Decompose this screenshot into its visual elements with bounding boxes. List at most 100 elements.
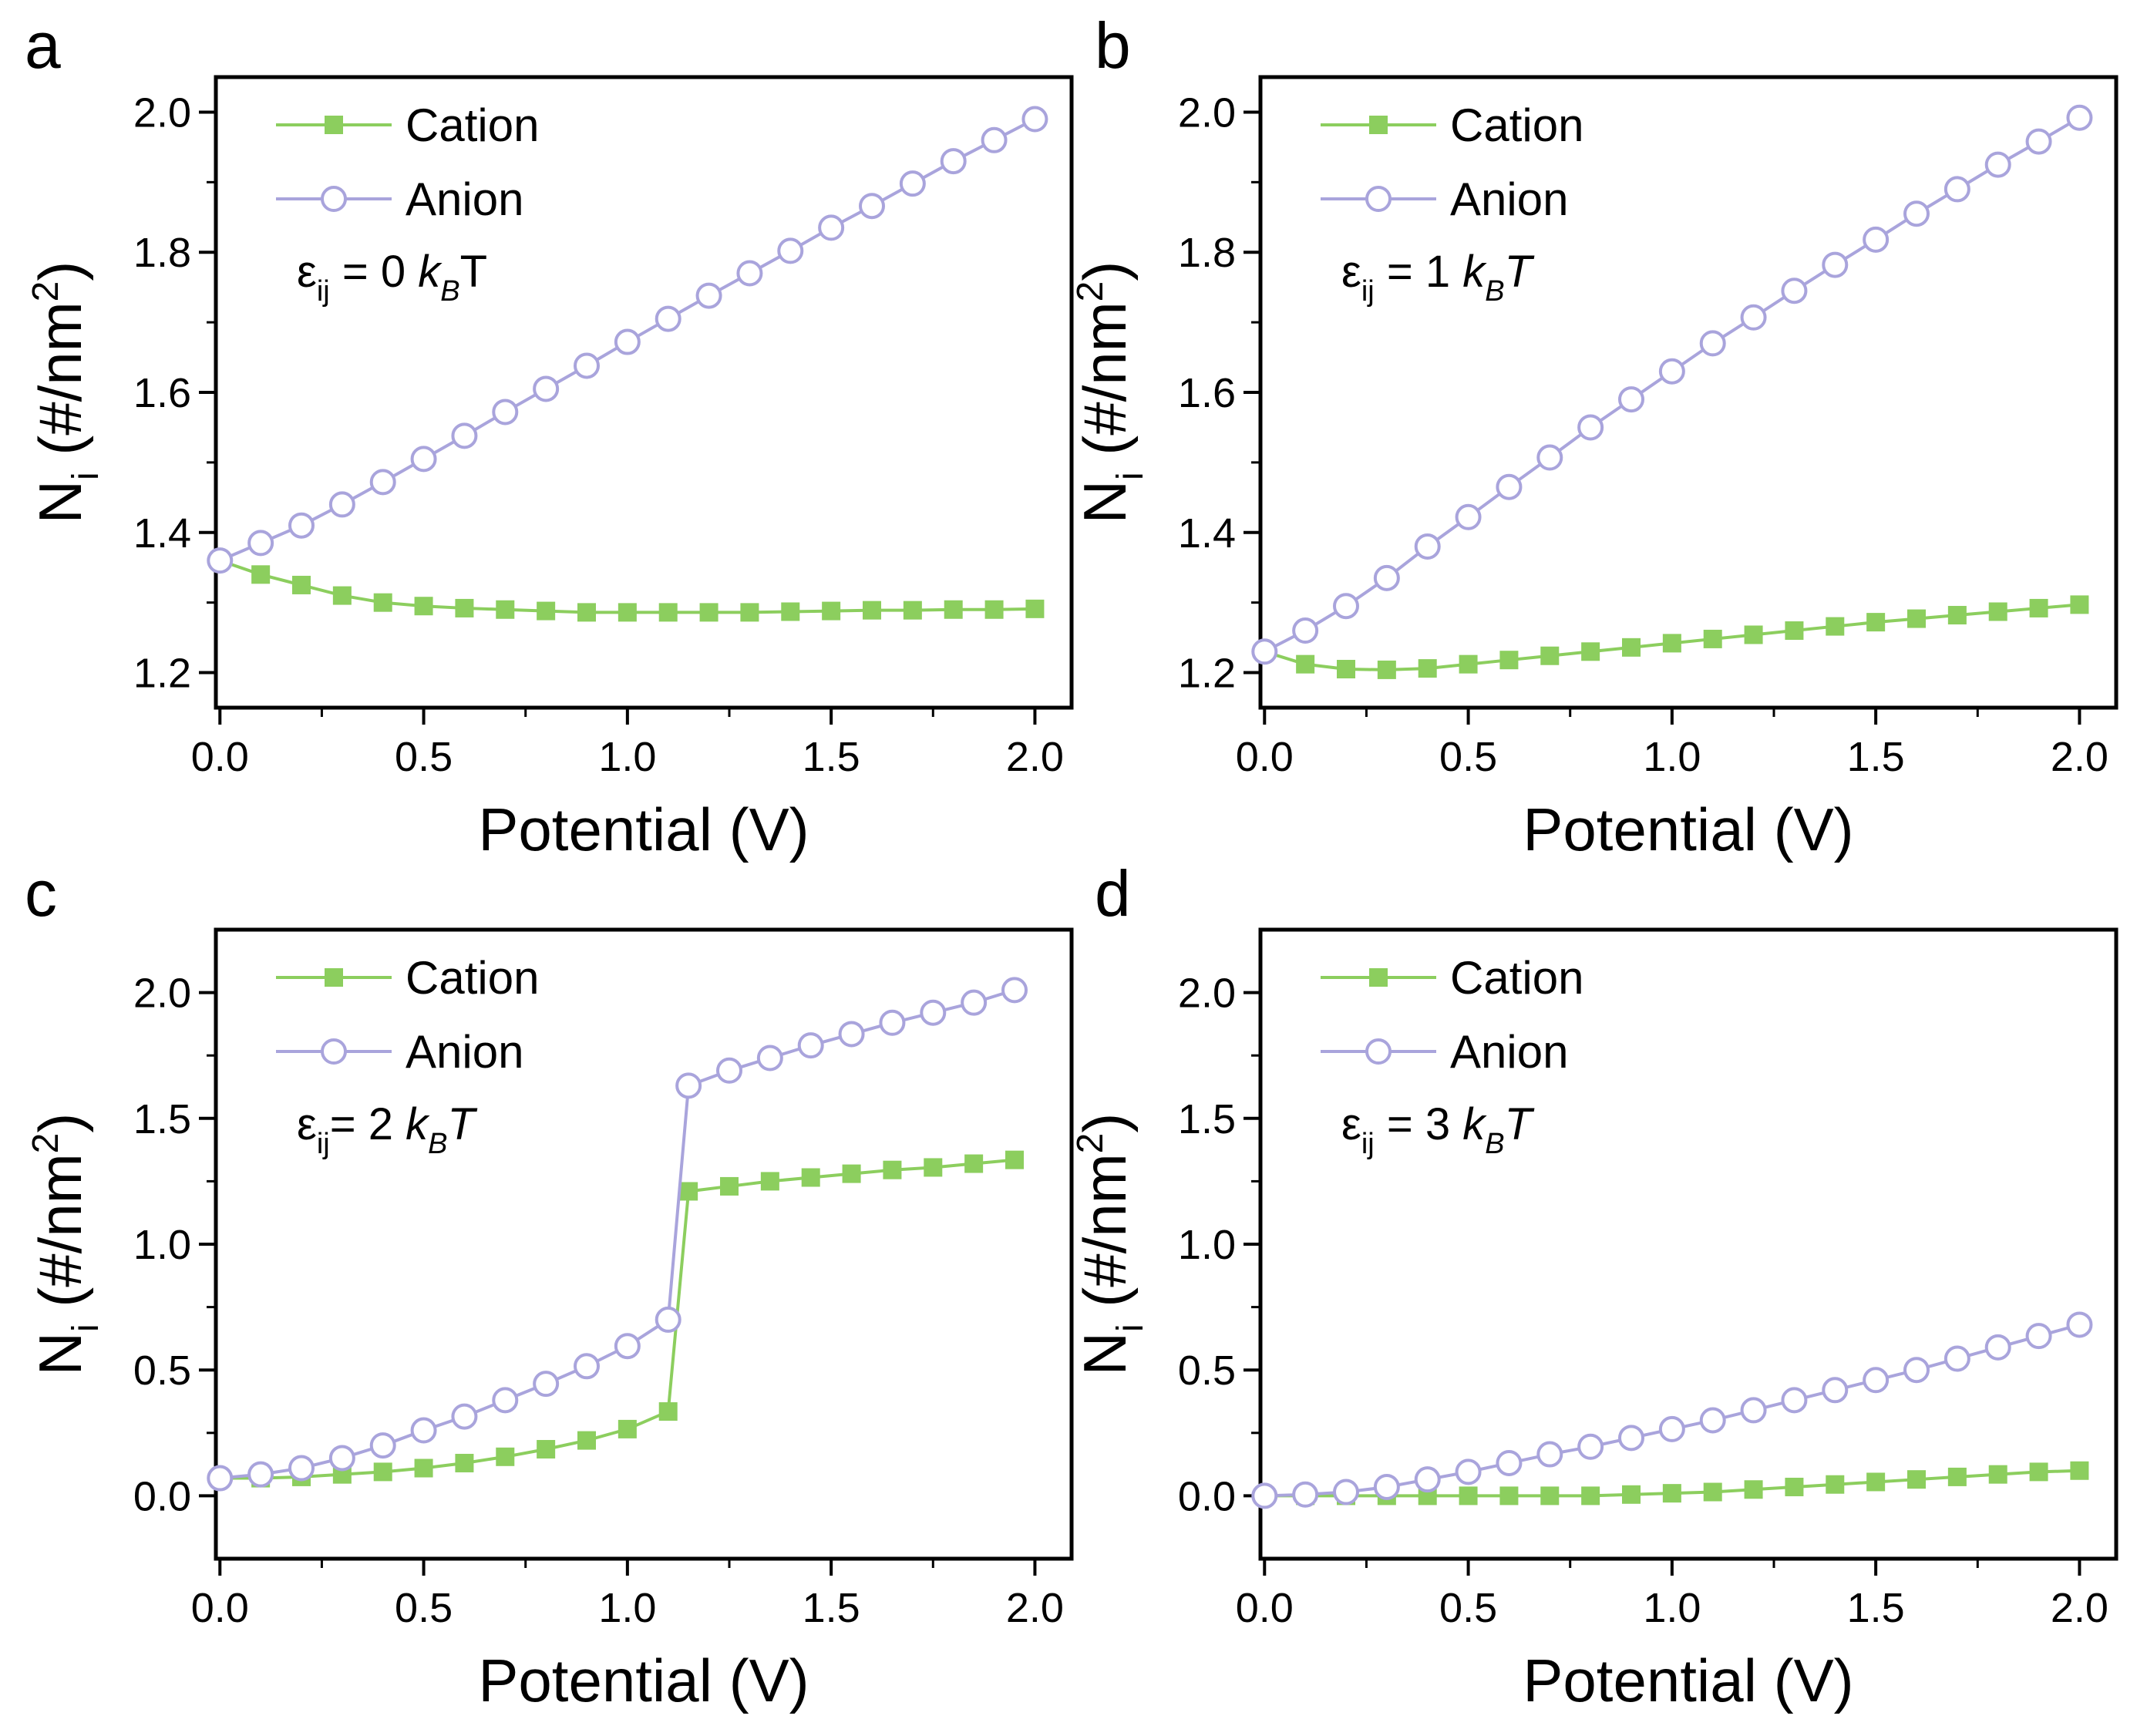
anion-point <box>838 1021 865 1048</box>
anion-point <box>1001 977 1028 1004</box>
cation-point <box>537 601 556 621</box>
anion-point <box>1781 1387 1808 1414</box>
cation-point <box>1703 629 1722 648</box>
y-tick-label: 2.0 <box>1178 971 1236 1017</box>
x-tick-label: 0.0 <box>191 734 249 780</box>
epsilon-annotation: εij= 2 kBT <box>297 1099 477 1160</box>
y-axis-title-sup: 2 <box>25 1133 66 1154</box>
series-anion <box>1251 1311 2093 1509</box>
cation-point <box>1703 1482 1722 1502</box>
x-tick-label: 0.5 <box>395 734 453 780</box>
y-axis-title-main: N <box>26 480 94 523</box>
anion-point <box>492 399 519 426</box>
anion-point <box>574 1353 600 1380</box>
y-axis-title-unit: (#/nm <box>1071 301 1139 472</box>
annot-eq: = 3 <box>1375 1099 1462 1149</box>
panel-a: a 0.0 0.5 1.0 1.5 2.0 1.2 1.4 1.6 1.8 2.0 Potential… <box>25 9 1074 863</box>
cation-point <box>2070 1461 2089 1480</box>
cation-point <box>373 1462 392 1482</box>
y-axis-title-close: ) <box>1071 1113 1139 1133</box>
anion-point <box>1455 503 1482 530</box>
cation-point <box>2029 598 2048 617</box>
anion-point <box>981 126 1008 153</box>
y-tick-label: 1.2 <box>1178 651 1236 697</box>
anion-point <box>1577 414 1604 441</box>
cation-point <box>1499 651 1519 670</box>
cation-point <box>1581 642 1600 661</box>
legend-label: Cation <box>406 99 539 151</box>
y-tick-label: 0.0 <box>133 1473 191 1519</box>
cation-point <box>414 1458 433 1478</box>
anion-point <box>2066 1311 2093 1338</box>
legend-entry-cation: Cation <box>276 99 539 151</box>
y-axis-title-sup: 2 <box>25 281 66 302</box>
anion-point <box>859 193 885 220</box>
anion-point <box>410 446 437 473</box>
y-axis-title: Ni (#/nm2) <box>25 1113 106 1376</box>
y-axis-title-sub: i <box>1110 1324 1151 1332</box>
panel-letter: b <box>1095 9 1131 82</box>
anion-point <box>940 148 967 175</box>
cation-point <box>1744 1480 1763 1499</box>
cation-point <box>842 1164 861 1183</box>
y-axis-title-sub: i <box>66 472 106 480</box>
series-cation <box>210 1150 1024 1488</box>
cation-point <box>903 601 922 620</box>
anion-point <box>328 491 355 518</box>
annot-t: T <box>1505 247 1535 297</box>
anion-point <box>451 422 478 449</box>
x-tick-label: 0.5 <box>1439 734 1497 780</box>
anion-point <box>797 1032 824 1059</box>
anion-point <box>1863 1367 1890 1394</box>
cation-point <box>1377 660 1396 679</box>
anion-point <box>1984 1334 2011 1361</box>
annot-eq: = 2 <box>330 1099 406 1149</box>
cation-point <box>1866 1472 1886 1492</box>
anion-point <box>1740 304 1767 331</box>
x-tick-label: 0.0 <box>1236 1585 1294 1631</box>
cation-point <box>740 603 759 622</box>
annot-t: T <box>1505 1099 1535 1149</box>
x-tick-label: 1.0 <box>598 734 656 780</box>
cation-point <box>1662 1484 1681 1503</box>
cation-point <box>720 1176 739 1196</box>
y-tick-label: 1.6 <box>133 370 191 416</box>
y-axis-title-sub: i <box>66 1324 106 1332</box>
cation-point <box>1540 1486 1560 1506</box>
cation-point <box>577 603 596 622</box>
cation-point <box>1296 654 1315 674</box>
cation-point <box>801 1168 820 1187</box>
anion-point <box>655 305 681 332</box>
annot-epsilon: ε <box>297 247 317 297</box>
cation-point <box>292 575 311 594</box>
y-tick-label: 1.8 <box>133 230 191 276</box>
anion-point <box>2066 104 2093 131</box>
cation-point <box>1988 602 2007 621</box>
anion-point <box>1251 638 1278 665</box>
anion-point <box>247 530 274 557</box>
legend-entry-anion: Anion <box>1321 173 1568 225</box>
annot-k: k <box>1462 1099 1487 1149</box>
annot-eq: = 1 <box>1375 247 1462 297</box>
anion-point <box>1536 1441 1563 1468</box>
anion-point <box>328 1445 355 1472</box>
y-axis-title: Ni (#/nm2) <box>1070 1113 1151 1376</box>
y-tick-label: 1.6 <box>1178 370 1236 416</box>
y-tick-label: 2.0 <box>1178 89 1236 136</box>
cation-point <box>822 601 841 621</box>
cation-point <box>537 1440 556 1459</box>
anion-point <box>1414 533 1441 560</box>
x-tick-label: 0.5 <box>395 1585 453 1631</box>
y-axis-title: Ni (#/nm2) <box>25 261 106 524</box>
series-cation <box>1255 1461 2089 1506</box>
series-cation <box>1255 595 2089 679</box>
annot-epsilon: ε <box>1341 1099 1361 1149</box>
cation-point <box>496 1447 515 1466</box>
annot-epsilon: ε <box>1341 247 1361 297</box>
anion-point <box>574 352 600 379</box>
cation-point <box>924 1158 943 1177</box>
anion-point <box>777 237 804 264</box>
cation-point <box>944 600 963 619</box>
anion-point <box>1251 1482 1278 1509</box>
annot-k: k <box>1462 247 1487 297</box>
